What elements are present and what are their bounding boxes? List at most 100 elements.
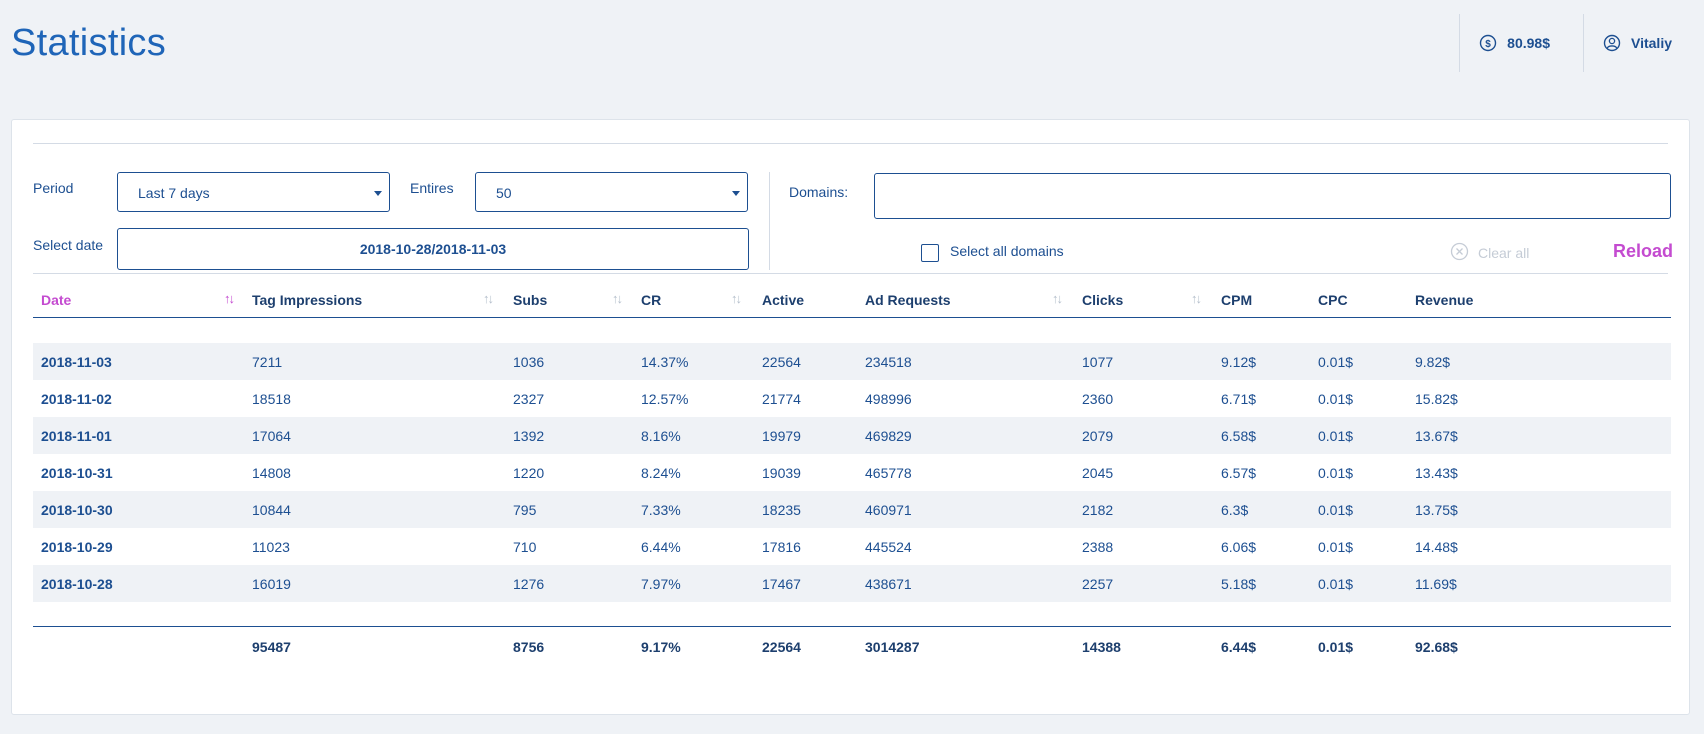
svg-text:$: $ xyxy=(1485,39,1491,50)
cell-active: 21774 xyxy=(762,391,801,407)
col-header-ad-requests[interactable]: Ad Requests xyxy=(865,292,951,308)
col-header-subs[interactable]: Subs xyxy=(513,292,548,308)
sort-arrows-icon[interactable]: ↑↓ xyxy=(483,291,494,306)
cell-cr: 7.33% xyxy=(641,502,681,518)
total-tag-impressions: 95487 xyxy=(252,639,291,655)
cell-cpm: 6.58$ xyxy=(1221,428,1257,444)
col-header-cpc[interactable]: CPC xyxy=(1318,292,1348,308)
cell-subs: 2327 xyxy=(513,391,545,407)
cell-clicks: 2079 xyxy=(1082,428,1114,444)
cell-subs: 1392 xyxy=(513,428,545,444)
date-range-input[interactable]: 2018-10-28/2018-11-03 xyxy=(117,228,749,270)
cell-ad-requests: 438671 xyxy=(865,576,912,592)
cell-revenue: 13.67$ xyxy=(1415,428,1458,444)
total-revenue: 92.68$ xyxy=(1415,639,1458,655)
cell-date: 2018-10-30 xyxy=(41,502,113,518)
col-header-active[interactable]: Active xyxy=(762,292,805,308)
table-top-divider xyxy=(33,273,1668,274)
table-row: 2018-11-01 17064 1392 8.16% 19979 469829… xyxy=(33,417,1671,454)
table-row: 2018-11-03 7211 1036 14.37% 22564 234518… xyxy=(33,343,1671,380)
balance-display[interactable]: $ 80.98$ xyxy=(1459,14,1583,72)
cell-date: 2018-11-02 xyxy=(41,391,112,407)
domains-input[interactable] xyxy=(874,173,1671,219)
cell-tag-impressions: 16019 xyxy=(252,576,291,592)
cell-clicks: 2045 xyxy=(1082,465,1114,481)
select-date-label: Select date xyxy=(33,237,104,253)
chevron-down-icon xyxy=(732,191,740,196)
cell-cr: 7.97% xyxy=(641,576,681,592)
col-header-date[interactable]: Date xyxy=(41,292,72,308)
cell-cr: 6.44% xyxy=(641,539,681,555)
col-header-clicks[interactable]: Clicks xyxy=(1082,292,1124,308)
cell-active: 17816 xyxy=(762,539,801,555)
page-header: Statistics $ 80.98$ Vitaliy xyxy=(0,0,1704,100)
table-totals-row: 95487 8756 9.17% 22564 3014287 14388 6.4… xyxy=(33,626,1671,666)
cell-revenue: 15.82$ xyxy=(1415,391,1458,407)
cell-cr: 14.37% xyxy=(641,354,689,370)
clear-all-button[interactable]: Clear all xyxy=(1450,242,1529,264)
dollar-circle-icon: $ xyxy=(1479,34,1497,52)
cell-ad-requests: 234518 xyxy=(865,354,912,370)
cell-subs: 795 xyxy=(513,502,537,518)
user-menu[interactable]: Vitaliy xyxy=(1583,14,1704,72)
filter-divider xyxy=(769,172,770,270)
col-header-tag-impressions[interactable]: Tag Impressions xyxy=(252,292,363,308)
table-body: 2018-11-03 7211 1036 14.37% 22564 234518… xyxy=(33,343,1671,602)
cell-subs: 710 xyxy=(513,539,537,555)
total-ad-requests: 3014287 xyxy=(865,639,920,655)
period-value: Last 7 days xyxy=(138,185,210,201)
cell-cpm: 6.06$ xyxy=(1221,539,1257,555)
col-header-revenue[interactable]: Revenue xyxy=(1415,292,1474,308)
cell-ad-requests: 469829 xyxy=(865,428,912,444)
cell-active: 22564 xyxy=(762,354,801,370)
cell-date: 2018-11-03 xyxy=(41,354,112,370)
cell-date: 2018-10-29 xyxy=(41,539,113,555)
statistics-card: Period Last 7 days Entires 50 Select dat… xyxy=(11,119,1690,715)
sort-arrows-icon[interactable]: ↑↓ xyxy=(1052,291,1063,306)
total-clicks: 14388 xyxy=(1082,639,1121,655)
cell-cpc: 0.01$ xyxy=(1318,539,1354,555)
period-label: Period xyxy=(33,180,74,196)
top-divider xyxy=(33,143,1668,144)
cell-cpm: 6.57$ xyxy=(1221,465,1257,481)
sort-arrows-icon[interactable]: ↑↓ xyxy=(612,291,623,306)
cell-active: 19979 xyxy=(762,428,801,444)
table-header: Date ↑↓ Tag Impressions ↑↓ Subs ↑↓ CR ↑↓… xyxy=(33,275,1671,318)
entries-value: 50 xyxy=(496,185,512,201)
cell-ad-requests: 460971 xyxy=(865,502,912,518)
cell-cpc: 0.01$ xyxy=(1318,428,1354,444)
cell-subs: 1276 xyxy=(513,576,545,592)
reload-button[interactable]: Reload xyxy=(1613,241,1674,261)
cell-clicks: 1077 xyxy=(1082,354,1114,370)
cell-ad-requests: 465778 xyxy=(865,465,912,481)
user-name: Vitaliy xyxy=(1631,35,1672,51)
cell-tag-impressions: 10844 xyxy=(252,502,291,518)
entries-select[interactable]: 50 xyxy=(475,172,748,212)
cell-cr: 12.57% xyxy=(641,391,689,407)
sort-arrows-icon[interactable]: ↑↓ xyxy=(1191,291,1202,306)
select-all-domains-label[interactable]: Select all domains xyxy=(950,243,1064,259)
statistics-table: Date ↑↓ Tag Impressions ↑↓ Subs ↑↓ CR ↑↓… xyxy=(33,275,1671,655)
domains-label: Domains: xyxy=(789,184,849,200)
cell-revenue: 9.82$ xyxy=(1415,354,1451,370)
close-circle-icon xyxy=(1450,242,1469,264)
select-all-domains-checkbox[interactable] xyxy=(921,244,939,262)
cell-cr: 8.24% xyxy=(641,465,681,481)
sort-arrows-icon[interactable]: ↑↓ xyxy=(731,291,742,306)
cell-cpm: 6.3$ xyxy=(1221,502,1249,518)
col-header-cpm[interactable]: CPM xyxy=(1221,292,1253,308)
cell-cpc: 0.01$ xyxy=(1318,354,1354,370)
cell-cpm: 9.12$ xyxy=(1221,354,1257,370)
cell-tag-impressions: 18518 xyxy=(252,391,291,407)
cell-cpm: 6.71$ xyxy=(1221,391,1257,407)
total-cpm: 6.44$ xyxy=(1221,639,1257,655)
col-header-cr[interactable]: CR xyxy=(641,292,662,308)
table-row: 2018-10-28 16019 1276 7.97% 17467 438671… xyxy=(33,565,1671,602)
total-cr: 9.17% xyxy=(641,639,681,655)
cell-active: 19039 xyxy=(762,465,801,481)
cell-date: 2018-11-01 xyxy=(41,428,112,444)
sort-arrows-icon[interactable]: ↑↓ xyxy=(224,291,235,306)
cell-cpm: 5.18$ xyxy=(1221,576,1257,592)
period-select[interactable]: Last 7 days xyxy=(117,172,390,212)
balance-amount: 80.98$ xyxy=(1507,35,1550,51)
